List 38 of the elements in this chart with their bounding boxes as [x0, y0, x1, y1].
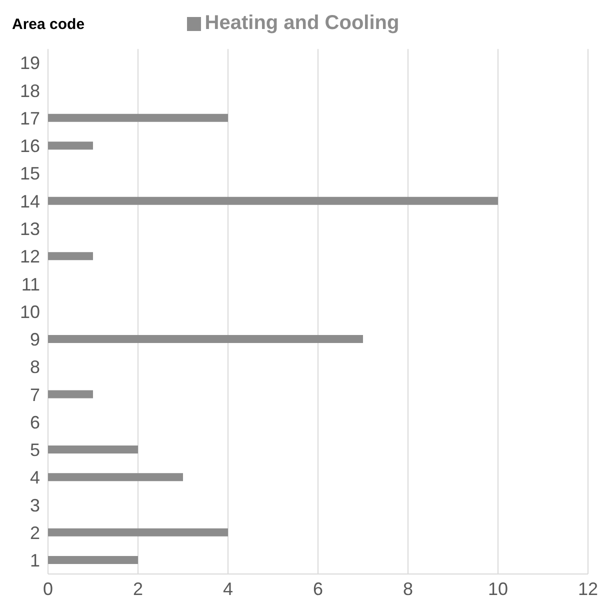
y-tick-label: 7 — [30, 384, 40, 405]
y-tick-label: 13 — [20, 218, 40, 239]
bar — [48, 446, 138, 454]
y-tick-label: 1 — [30, 550, 40, 571]
y-axis-title: Area code — [12, 16, 85, 33]
y-tick-label: 3 — [30, 495, 40, 516]
y-tick-label: 4 — [30, 468, 40, 488]
bar — [48, 473, 183, 482]
y-tick-label: 18 — [20, 80, 40, 101]
bar — [48, 142, 93, 150]
bar — [48, 528, 228, 536]
y-tick-label: 9 — [30, 330, 40, 350]
x-tick-label: 12 — [578, 578, 598, 599]
y-tick-label: 5 — [30, 440, 40, 460]
y-tick-label: 19 — [20, 53, 40, 74]
y-tick-label: 6 — [30, 412, 40, 432]
y-tick-label: 15 — [20, 164, 40, 184]
bar — [48, 252, 93, 260]
y-tick-label: 12 — [20, 246, 40, 267]
x-tick-label: 0 — [42, 578, 54, 599]
bar — [48, 334, 363, 343]
y-tick-label: 10 — [20, 302, 40, 322]
bar — [48, 114, 228, 122]
y-tick-label: 16 — [20, 136, 40, 156]
bar — [48, 196, 498, 205]
bar — [48, 390, 93, 398]
x-tick-label: 10 — [488, 578, 508, 599]
bar — [48, 556, 138, 564]
y-tick-label: 14 — [20, 191, 40, 212]
y-tick-label: 8 — [30, 357, 40, 378]
x-tick-label: 6 — [312, 578, 324, 599]
y-tick-label: 2 — [30, 522, 40, 543]
x-tick-label: 4 — [222, 578, 234, 599]
legend-label: Heating and Cooling — [204, 12, 400, 34]
x-tick-label: 8 — [402, 578, 414, 599]
y-tick-label: 11 — [21, 274, 40, 294]
x-tick-label: 2 — [132, 578, 144, 599]
y-tick-label: 17 — [20, 108, 40, 128]
